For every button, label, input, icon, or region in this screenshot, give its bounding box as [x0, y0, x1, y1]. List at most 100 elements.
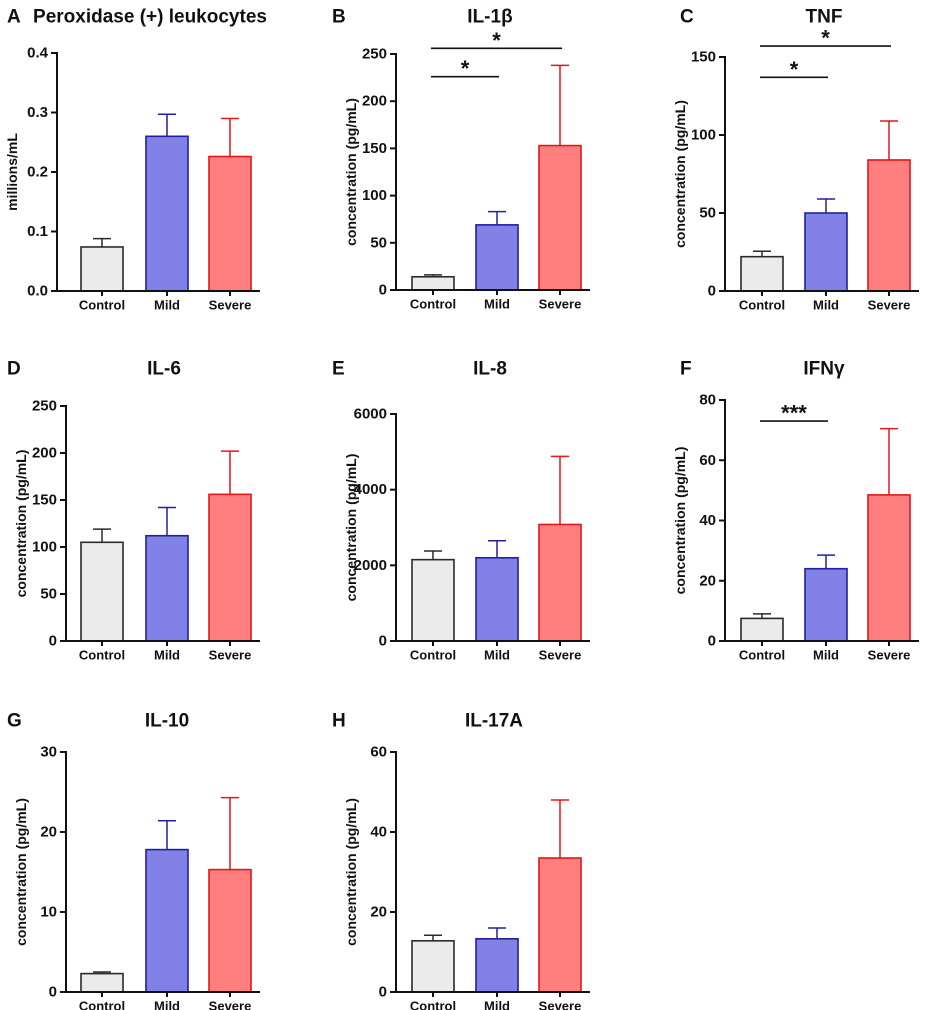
y-tick-label-a: 0.2	[27, 164, 48, 181]
bar-c-control	[740, 255, 784, 292]
bar-g-control	[80, 972, 124, 993]
significance-label-c: *	[790, 57, 799, 82]
panel-c: C TNF concentration (pg/mL) 0 50 100 150 Contro…	[672, 7, 919, 313]
x-category-label-f-severe: Severe	[868, 648, 911, 663]
y-tick-label-b: 250	[362, 46, 387, 63]
panel-f: F IFNγ concentration (pg/mL) 0 20 40 60 80 Contr…	[672, 359, 919, 663]
y-tick-label-h: 60	[370, 744, 387, 761]
bar-d-mild	[145, 534, 189, 642]
x-category-label-e-control: Control	[410, 648, 456, 663]
bar-d-severe	[208, 493, 252, 642]
x-category-label-a-control: Control	[79, 298, 125, 313]
chart-title-e: IL-8	[473, 359, 507, 380]
x-category-label-h-severe: Severe	[539, 999, 582, 1010]
y-tick-label-a: 0.0	[27, 283, 48, 300]
x-category-label-g-severe: Severe	[209, 999, 252, 1010]
bar-h-control	[411, 939, 455, 993]
bar-g-severe	[208, 868, 252, 993]
x-category-label-a-severe: Severe	[209, 298, 252, 313]
chart-title-c: TNF	[806, 7, 843, 28]
bar-e-severe	[538, 523, 582, 642]
y-tick-label-d: 200	[32, 445, 57, 462]
y-tick-label-a: 0.1	[27, 223, 48, 240]
panel-letter-f: F	[680, 359, 692, 380]
y-tick-label-b: 150	[362, 140, 387, 157]
y-tick-label-d: 0	[49, 633, 57, 650]
y-tick-label-c: 50	[699, 205, 716, 222]
chart-title-h: IL-17A	[465, 711, 523, 732]
x-category-label-c-mild: Mild	[813, 298, 839, 313]
bar-b-mild	[475, 224, 519, 291]
y-tick-label-c: 150	[691, 49, 716, 66]
y-tick-label-a: 0.4	[27, 45, 49, 62]
x-category-label-b-severe: Severe	[539, 297, 582, 312]
y-axis-label-g: concentration (pg/mL)	[13, 798, 29, 946]
y-tick-label-f: 80	[699, 392, 716, 409]
x-category-label-g-mild: Mild	[154, 999, 180, 1010]
x-category-label-d-severe: Severe	[209, 648, 252, 663]
bar-b-severe	[538, 144, 582, 291]
chart-title-a: Peroxidase (+) leukocytes	[33, 7, 267, 28]
x-category-label-b-mild: Mild	[484, 297, 510, 312]
bar-a-severe	[208, 155, 252, 292]
y-tick-label-c: 100	[691, 127, 716, 144]
bar-e-control	[411, 558, 455, 642]
x-category-label-a-mild: Mild	[154, 298, 180, 313]
x-category-label-c-control: Control	[739, 298, 785, 313]
chart-title-g: IL-10	[145, 711, 189, 732]
significance-label-b: *	[492, 28, 501, 53]
x-category-label-e-mild: Mild	[484, 648, 510, 663]
x-category-label-d-control: Control	[79, 648, 125, 663]
significance-label-c: *	[821, 26, 830, 51]
bar-f-severe	[867, 494, 911, 642]
y-axis-label-c: concentration (pg/mL)	[672, 100, 688, 248]
x-category-label-d-mild: Mild	[154, 648, 180, 663]
bar-f-mild	[804, 567, 848, 642]
y-tick-label-h: 40	[370, 824, 387, 841]
x-category-label-b-control: Control	[410, 297, 456, 312]
y-tick-label-d: 250	[32, 398, 57, 415]
panel-a: A Peroxidase (+) leukocytes millions/mL 0.0…	[4, 7, 267, 313]
bar-b-control	[411, 275, 455, 291]
y-tick-label-f: 60	[699, 452, 716, 469]
y-tick-label-b: 100	[362, 187, 387, 204]
significance-label-b: *	[461, 56, 470, 81]
y-tick-label-e: 0	[379, 633, 387, 650]
x-category-label-h-control: Control	[410, 999, 456, 1010]
y-tick-label-g: 30	[40, 744, 57, 761]
y-tick-label-d: 100	[32, 539, 57, 556]
bar-e-mild	[475, 556, 519, 642]
panel-letter-b: B	[332, 7, 346, 28]
y-tick-label-g: 10	[40, 904, 57, 921]
panel-letter-e: E	[332, 359, 345, 380]
panel-letter-g: G	[7, 711, 22, 732]
panel-b: B IL-1β concentration (pg/mL) 0 50 100 150 200 2…	[332, 7, 590, 312]
bar-g-mild	[145, 848, 189, 993]
y-tick-label-e: 6000	[354, 406, 387, 423]
y-tick-label-e: 4000	[354, 481, 387, 498]
x-category-label-f-mild: Mild	[813, 648, 839, 663]
y-tick-label-f: 0	[708, 633, 716, 650]
x-category-label-f-control: Control	[739, 648, 785, 663]
x-category-label-h-mild: Mild	[484, 999, 510, 1010]
chart-title-d: IL-6	[147, 359, 181, 380]
panel-e: E IL-8 concentration (pg/mL) 0 2000 4000 6000 C…	[332, 359, 590, 663]
y-axis-label-a: millions/mL	[4, 133, 20, 211]
panel-letter-h: H	[332, 711, 346, 732]
y-tick-label-g: 20	[40, 824, 57, 841]
y-tick-label-b: 0	[379, 282, 387, 299]
y-tick-label-g: 0	[49, 984, 57, 1001]
bar-h-mild	[475, 937, 519, 993]
x-category-label-g-control: Control	[79, 999, 125, 1010]
y-tick-label-h: 0	[379, 984, 387, 1001]
bar-a-control	[80, 246, 124, 292]
y-tick-label-h: 20	[370, 904, 387, 921]
y-tick-label-d: 50	[40, 586, 57, 603]
panel-letter-a: A	[7, 7, 21, 28]
x-category-label-c-severe: Severe	[868, 298, 911, 313]
panel-letter-d: D	[7, 359, 21, 380]
bar-h-severe	[538, 857, 582, 993]
y-tick-label-f: 20	[699, 572, 716, 589]
y-axis-label-d: concentration (pg/mL)	[13, 450, 29, 598]
y-tick-label-c: 0	[708, 283, 716, 300]
